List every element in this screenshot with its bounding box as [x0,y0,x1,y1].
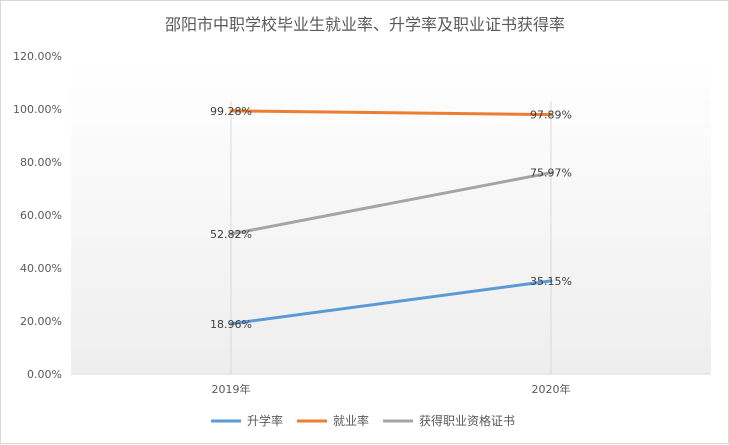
y-tick-label: 40.00% [20,262,62,275]
chart-title: 邵阳市中职学校毕业生就业率、升学率及职业证书获得率 [165,15,565,34]
legend-label: 获得职业资格证书 [419,413,515,428]
legend-label: 就业率 [333,413,369,428]
y-axis-ticks: 0.00% 20.00% 40.00% 60.00% 80.00% 100.00% 120.… [13,50,62,381]
legend: 升学率 就业率 获得职业资格证书 [211,413,515,428]
y-tick-label: 20.00% [20,315,62,328]
series-line [229,279,553,326]
data-label: 18.96% [210,318,252,331]
plot-area [71,56,711,374]
x-axis-ticks: 2019年 2020年 [212,382,571,396]
x-tick-label: 2019年 [212,382,251,396]
data-labels: 18.96% 35.15% 99.28% 97.89% 52.82% 75.97% [210,105,572,331]
data-label: 97.89% [530,109,572,122]
x-tick-label: 2020年 [532,382,571,396]
legend-label: 升学率 [247,413,283,428]
data-label: 99.28% [210,105,252,118]
y-tick-label: 80.00% [20,156,62,169]
series-line [229,171,553,236]
series-line [229,109,553,117]
data-label: 52.82% [210,228,252,241]
series-lines [229,109,553,326]
x-category-lines [230,101,552,374]
y-tick-label: 120.00% [13,50,62,63]
y-tick-label: 100.00% [13,103,62,116]
y-tick-label: 0.00% [27,368,62,381]
data-label: 75.97% [530,167,572,180]
y-tick-label: 60.00% [20,209,62,222]
data-label: 35.15% [530,275,572,288]
